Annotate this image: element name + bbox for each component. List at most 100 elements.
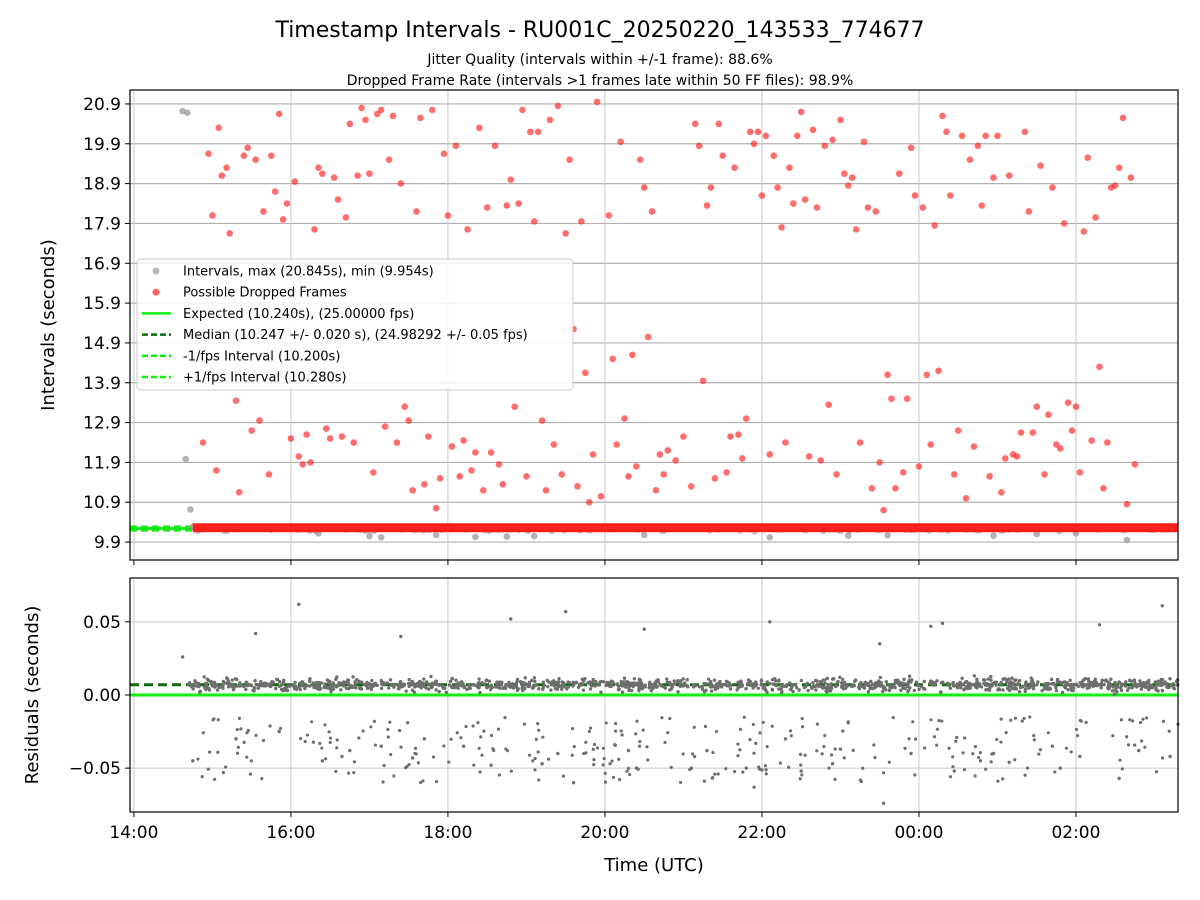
residual-point (1035, 683, 1039, 687)
residual-point (780, 689, 784, 694)
residual-point (611, 680, 615, 684)
dropped-frame-point (813, 204, 821, 211)
dropped-frame-point (215, 124, 223, 132)
residual-point (1032, 733, 1036, 738)
residual-point (1114, 683, 1119, 688)
residual-point (777, 687, 781, 691)
residual-point (1063, 686, 1068, 690)
residual-point (536, 750, 540, 754)
dropped-frame-point (252, 156, 259, 164)
residual-point (1111, 734, 1115, 738)
residual-point (1049, 677, 1054, 682)
residual-point (603, 771, 607, 775)
residual-point (940, 719, 944, 723)
residual-point (347, 771, 351, 775)
intervals-y-tick-label: 14.9 (83, 334, 121, 354)
residual-point (245, 680, 249, 685)
residual-point (861, 766, 865, 770)
residual-point (909, 751, 913, 756)
residual-point (267, 684, 272, 688)
residual-point (903, 746, 907, 750)
residual-point (235, 751, 240, 755)
residual-point (830, 762, 835, 766)
intervals-y-tick-label: 12.9 (83, 414, 121, 434)
residual-point (907, 674, 912, 678)
residual-point (840, 677, 845, 682)
residual-point (520, 684, 525, 689)
residuals-x-ticks: 14:00 16:00 18:00 20:00 22:00 00:00 02:00 (109, 812, 1100, 843)
dropped-frame-point (503, 202, 511, 209)
residual-point (806, 688, 810, 693)
residual-point (365, 683, 370, 687)
residual-point (672, 682, 677, 686)
residual-point (928, 681, 932, 686)
residual-point (328, 687, 333, 691)
residual-point (706, 677, 711, 681)
residual-point (692, 725, 696, 729)
residual-point (592, 758, 596, 762)
residual-point (397, 684, 401, 689)
residual-point (514, 684, 519, 689)
residual-point (402, 683, 406, 688)
residuals-series (180, 602, 1180, 805)
residual-point (260, 777, 264, 781)
residual-point (527, 680, 532, 685)
residual-point (545, 678, 549, 683)
residual-point (261, 738, 266, 743)
residual-point (770, 724, 774, 728)
dropped-frame-point (385, 156, 393, 164)
dropped-frame-point (805, 453, 813, 460)
residual-point (532, 675, 537, 680)
residual-point (708, 683, 713, 687)
residual-point (509, 683, 514, 687)
residual-point (1016, 681, 1020, 686)
dropped-frame-point (636, 156, 644, 164)
dropped-frame-point (566, 156, 573, 164)
dropped-frame-point (1076, 469, 1084, 476)
residual-point (449, 737, 453, 741)
residual-point (948, 686, 953, 690)
residual-point (798, 777, 802, 781)
residual-point (602, 756, 606, 761)
residual-point (800, 716, 804, 721)
residual-point (1107, 681, 1112, 685)
residual-point (525, 682, 530, 687)
dropped-frame-point (381, 423, 389, 430)
dropped-frame-point (727, 433, 734, 440)
residual-point (727, 681, 731, 685)
residual-point (560, 680, 564, 684)
residual-point (786, 765, 791, 769)
dropped-frame-point (947, 192, 954, 199)
residual-point (613, 721, 618, 726)
residual-point (596, 683, 600, 687)
residual-point (414, 752, 418, 756)
dropped-frame-point (268, 152, 275, 160)
residual-point (281, 678, 286, 683)
residual-point (1143, 745, 1147, 749)
residual-point (686, 685, 690, 689)
residual-point (407, 677, 411, 682)
residual-point (1165, 682, 1169, 686)
residual-point (830, 677, 835, 681)
residuals-y-axis-label: Residuals (seconds) (22, 606, 43, 785)
dropped-frame-point (1037, 162, 1044, 169)
residual-point (638, 739, 642, 744)
chart-title: Timestamp Intervals - RU001C_20250220_14… (274, 18, 924, 43)
residual-point (533, 679, 537, 684)
residual-point (1113, 680, 1117, 685)
residuals-y-ticks: 0.05 0.00 −0.05 (69, 613, 130, 779)
interval-point (366, 532, 373, 540)
dropped-frame-point (998, 488, 1005, 496)
residual-point (320, 746, 324, 750)
dropped-frame-point (644, 333, 652, 341)
residual-point (714, 729, 719, 734)
dropped-frame-point (1001, 455, 1009, 462)
dropped-frame-point (538, 417, 546, 424)
residual-point (1145, 680, 1149, 684)
residual-point (973, 774, 977, 778)
residual-point (471, 724, 475, 728)
residual-point (951, 681, 955, 686)
residual-point (407, 762, 411, 767)
residual-point (274, 686, 278, 691)
dropped-frame-point (1060, 220, 1068, 227)
